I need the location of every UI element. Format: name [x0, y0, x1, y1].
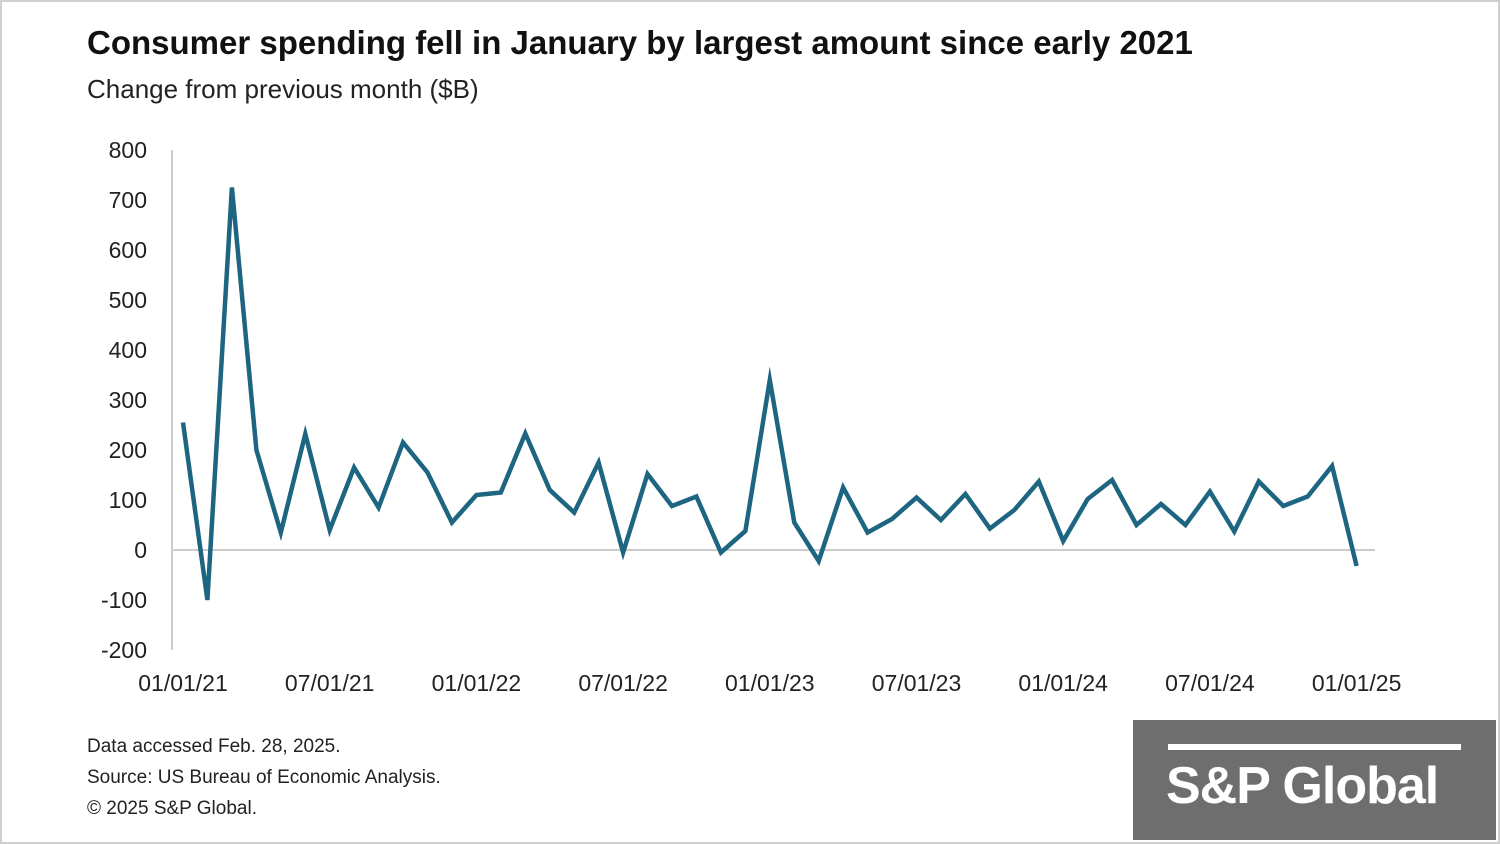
x-tick-label: 01/01/22: [432, 670, 522, 696]
chart-title: Consumer spending fell in January by lar…: [87, 24, 1193, 61]
y-tick-label: 600: [109, 237, 147, 263]
x-tick-label: 01/01/23: [725, 670, 815, 696]
series-line: [180, 187, 1359, 601]
footer-notes: Data accessed Feb. 28, 2025. Source: US …: [87, 731, 441, 824]
y-tick-label: -200: [101, 637, 147, 663]
sp-global-logo: S&P Global: [1133, 720, 1496, 840]
footnote-source: Source: US Bureau of Economic Analysis.: [87, 767, 441, 788]
logo-rule: [1168, 744, 1461, 750]
y-tick-label: 100: [109, 487, 147, 513]
series-lines: [180, 187, 1359, 601]
footnote-data-accessed: Data accessed Feb. 28, 2025.: [87, 736, 341, 757]
y-axis: 800 700 600 500 400 300 200 100 0 -100 -200: [101, 137, 173, 663]
logo-text: S&P Global: [1166, 757, 1439, 815]
y-tick-label: 500: [109, 287, 147, 313]
x-axis: 01/01/21 07/01/21 01/01/22 07/01/22 01/01/23…: [138, 549, 1402, 696]
x-tick-label: 07/01/21: [285, 670, 375, 696]
chart-subtitle: Change from previous month ($B): [87, 74, 479, 104]
x-tick-label: 07/01/24: [1165, 670, 1255, 696]
y-tick-label: 300: [109, 387, 147, 413]
y-tick-label: -100: [101, 587, 147, 613]
y-tick-label: 200: [109, 437, 147, 463]
y-tick-label: 800: [109, 137, 147, 163]
x-tick-label: 07/01/22: [578, 670, 668, 696]
x-tick-label: 01/01/25: [1312, 670, 1402, 696]
x-tick-label: 01/01/21: [138, 670, 228, 696]
x-tick-label: 01/01/24: [1018, 670, 1108, 696]
footnote-copyright: © 2025 S&P Global.: [87, 798, 257, 819]
y-tick-label: 0: [134, 537, 147, 563]
x-tick-label: 07/01/23: [872, 670, 962, 696]
y-tick-label: 400: [109, 337, 147, 363]
y-tick-label: 700: [109, 187, 147, 213]
